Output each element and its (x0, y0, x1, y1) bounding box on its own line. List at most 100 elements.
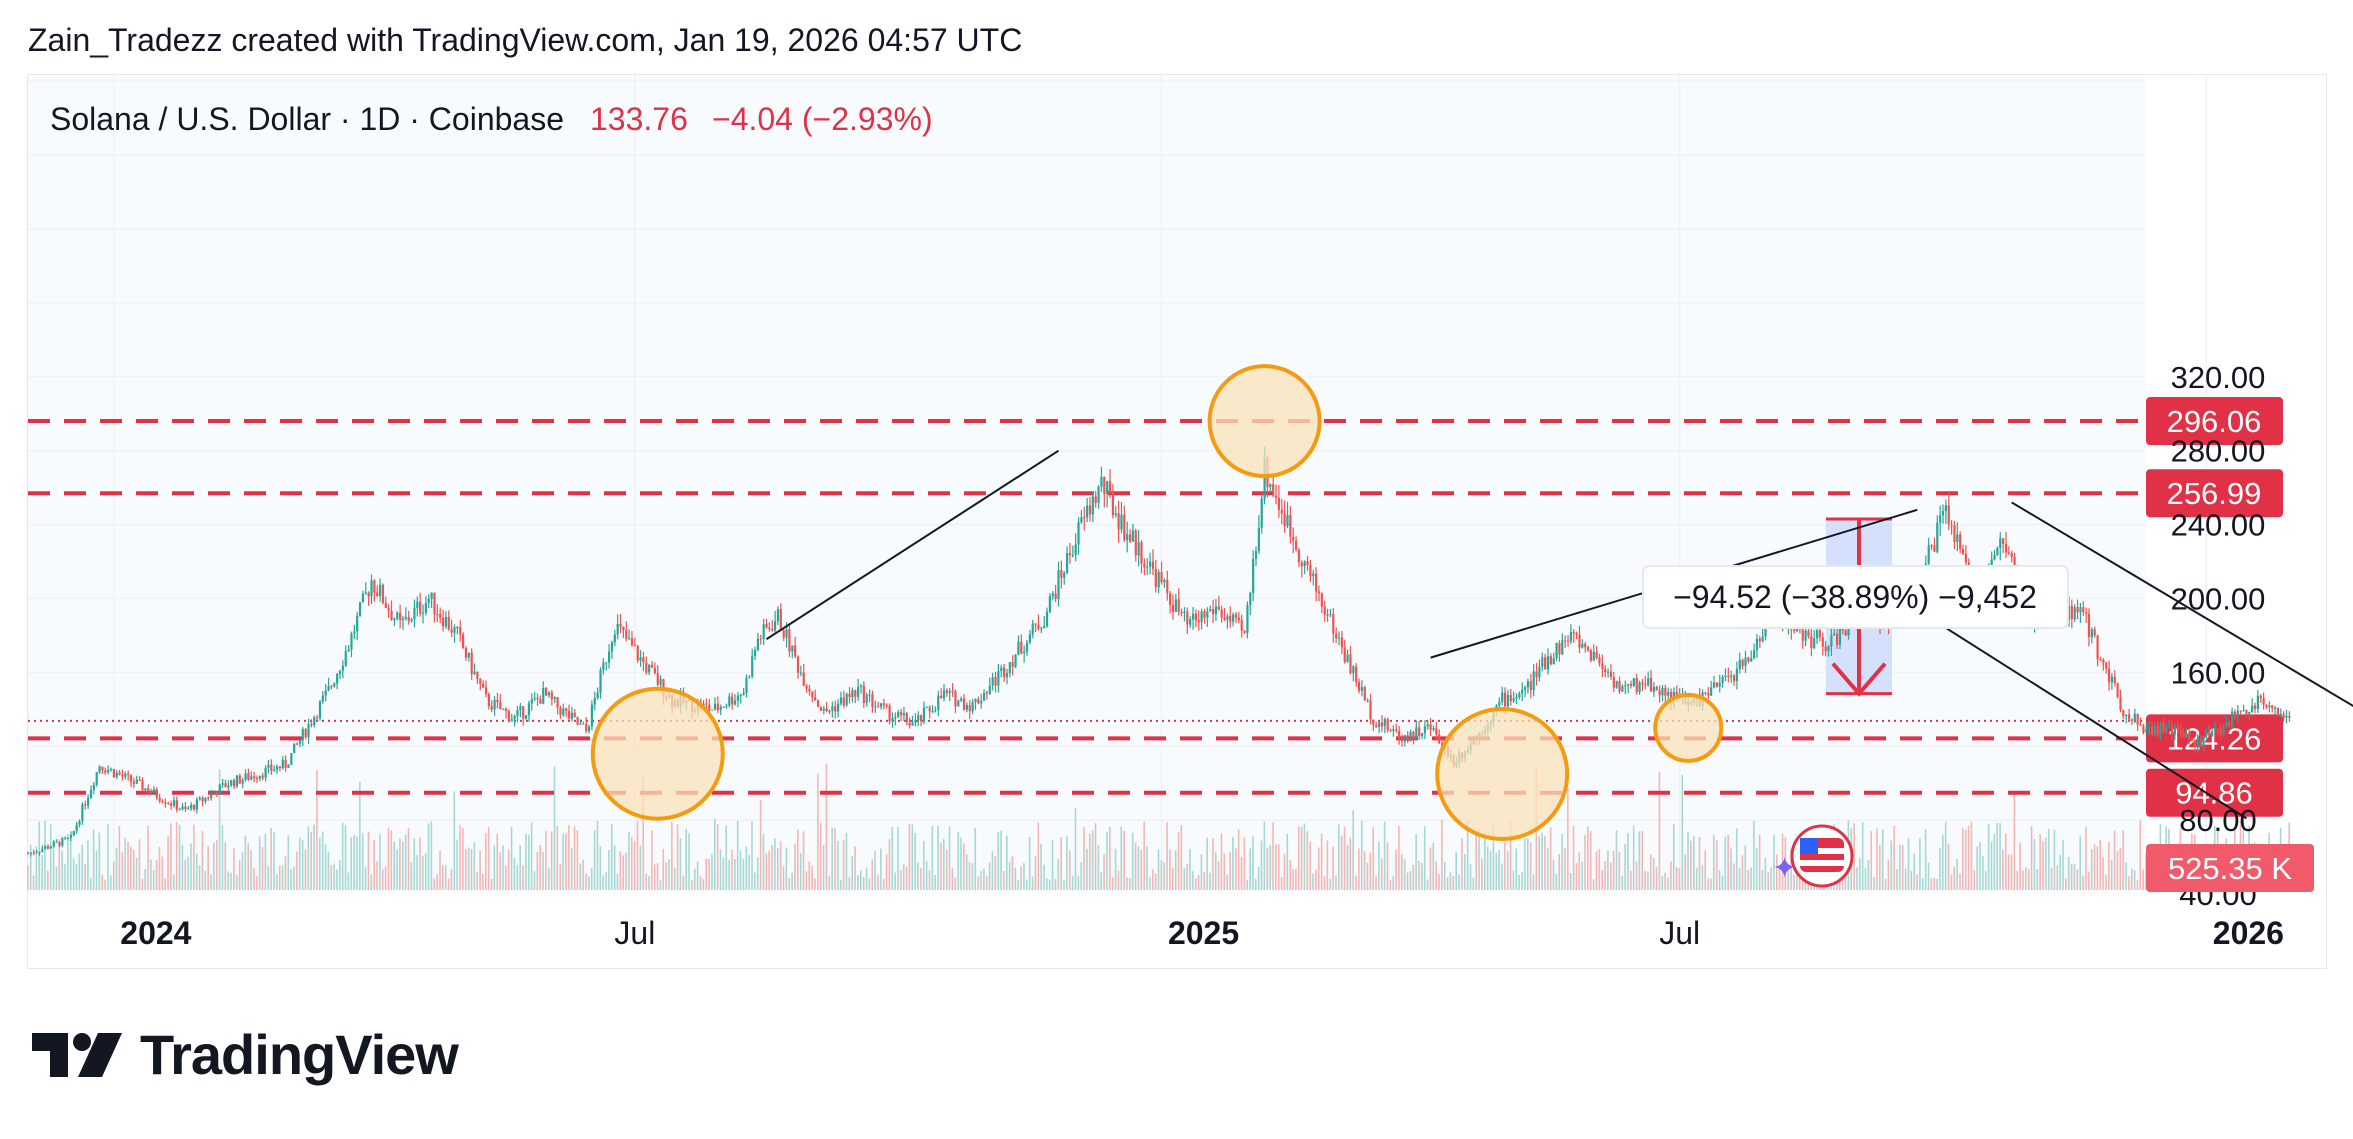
candle-body (1234, 614, 1238, 618)
volume-bar (1111, 877, 1114, 890)
volume-bar (1192, 871, 1194, 890)
candle-body (87, 797, 90, 806)
volume-bar (1698, 837, 1701, 890)
volume-bar (1151, 869, 1154, 890)
candle-body (2193, 740, 2197, 747)
volume-bar (1790, 849, 1792, 890)
candle-body (2271, 705, 2274, 709)
candle-body (1034, 623, 1037, 625)
candle-body (158, 797, 161, 802)
candle-body (1357, 682, 1361, 691)
candle-body (1375, 725, 1378, 728)
volume-bar (642, 775, 645, 890)
candle-body (1134, 530, 1137, 556)
highlight-circles[interactable] (590, 364, 1724, 842)
candle-body (822, 708, 825, 711)
volume-bar (1040, 843, 1042, 890)
candle-body (648, 664, 651, 673)
candle-body (716, 703, 719, 711)
volume-bar (1864, 867, 1867, 890)
level-label: 256.99 (2167, 476, 2262, 511)
y-tick-label: 160.00 (2171, 655, 2266, 690)
candle-body (1111, 491, 1114, 516)
candle-body (1400, 738, 1404, 742)
volume-bar (1921, 878, 1924, 890)
candle-body (739, 694, 742, 696)
candle-body (1712, 682, 1716, 688)
candle-body (2239, 710, 2242, 712)
volume-bar (776, 848, 779, 890)
flag-badge[interactable]: ✦ (1772, 824, 1854, 888)
volume-bar (1094, 823, 1097, 890)
x-tick-label: Jul (614, 915, 655, 951)
candle-body (902, 713, 906, 716)
volume-bar (725, 825, 728, 890)
volume-bar (1469, 864, 1472, 890)
candle-body (1627, 684, 1630, 686)
candle-body (1704, 692, 1707, 694)
volume-bar (1292, 869, 1294, 890)
volume-bar (2110, 860, 2113, 890)
candle-body (519, 706, 522, 711)
candle-body (427, 598, 430, 603)
volume-bar (101, 874, 104, 890)
volume-bar (470, 848, 473, 890)
volume-bar (819, 822, 822, 890)
candle-body (1515, 697, 1518, 699)
candle-body (774, 621, 777, 631)
candle-body (808, 688, 811, 692)
volume-bar (1775, 854, 1778, 890)
volume-bar (1446, 877, 1449, 890)
x-tick-label: 2024 (120, 915, 191, 951)
candle-body (974, 699, 977, 703)
candle-body (1629, 684, 1633, 686)
volume-bar (656, 863, 659, 890)
candle-body (2105, 662, 2108, 669)
candle-body (1174, 599, 1177, 612)
volume-bar (630, 837, 633, 890)
candle-body (1418, 727, 1421, 736)
candle-body (1117, 513, 1120, 530)
candle-body (1154, 568, 1157, 588)
volume-bar (152, 870, 155, 890)
volume-bar (1907, 837, 1910, 890)
volume-bar (427, 823, 430, 890)
volume-bar (1730, 848, 1732, 890)
candle-body (650, 664, 654, 668)
tradingview-logo-icon (32, 1032, 122, 1077)
volume-bar (276, 874, 278, 890)
candle-body (138, 779, 141, 781)
candle-body (762, 624, 765, 640)
candle-body (1194, 613, 1197, 621)
candle-body (610, 642, 614, 652)
candle-body (553, 697, 556, 700)
candle-body (951, 691, 954, 693)
candle-body (1320, 593, 1323, 607)
volume-bar (407, 828, 410, 890)
candle-body (230, 780, 233, 786)
volume-bar (301, 840, 304, 890)
candle-body (2210, 731, 2214, 736)
candle-body (605, 662, 608, 664)
volume-bar (1340, 835, 1343, 890)
trend-line (1933, 619, 2247, 820)
candle-body (1246, 605, 1249, 633)
candle-body (2179, 729, 2182, 733)
volume-bar (52, 843, 55, 890)
tradingview-logo[interactable]: TradingView (32, 1022, 459, 1087)
candle-body (1655, 686, 1658, 691)
volume-bar (1947, 843, 1950, 890)
candle-body (1326, 614, 1329, 616)
volume-bar (1157, 849, 1160, 890)
candle-body (545, 687, 548, 696)
candle-body (799, 672, 802, 674)
candle-body (2107, 668, 2111, 683)
candle-body (1558, 643, 1561, 655)
candle-body (922, 707, 926, 721)
volume-bar (367, 831, 370, 890)
volume-bar (124, 837, 126, 890)
candle-body (487, 694, 490, 707)
volume-bar (1026, 879, 1028, 890)
volume-bar (951, 868, 954, 890)
